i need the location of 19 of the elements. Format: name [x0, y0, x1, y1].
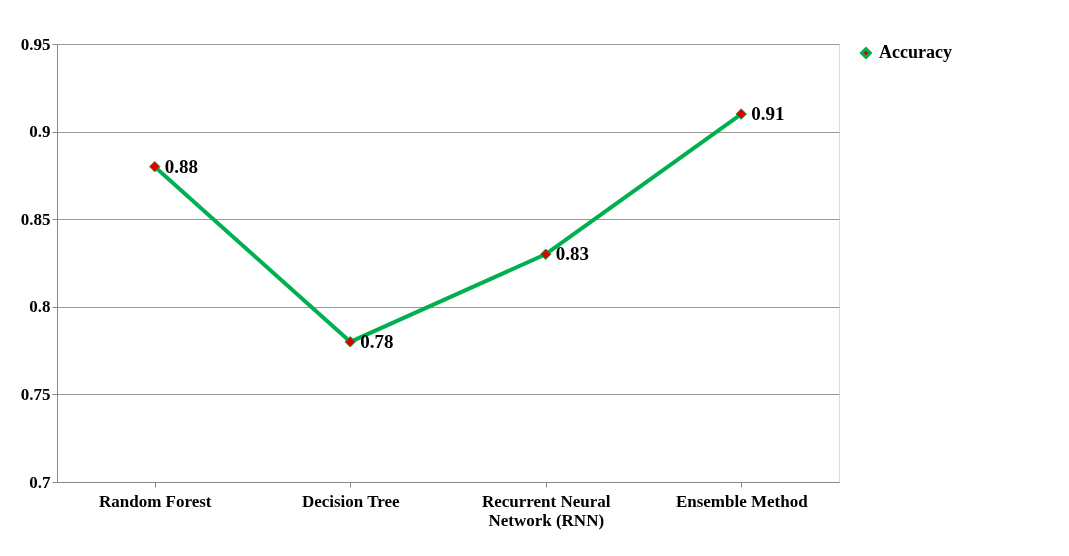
y-tick-label: 0.85	[20, 209, 51, 229]
data-label: 0.83	[555, 243, 589, 265]
point	[344, 336, 356, 348]
data-label: 0.88	[164, 155, 198, 177]
point	[149, 160, 161, 173]
y-tick-label: 0.75	[20, 384, 51, 404]
x-tick-label: Ensemble Method	[675, 491, 809, 511]
y-tick-label: 0.95	[20, 34, 51, 54]
x-tick-label: Recurrent Neural Network (RNN)	[481, 491, 611, 530]
data-label: 0.91	[751, 103, 785, 125]
data-label: 0.78	[360, 330, 394, 352]
point	[540, 248, 552, 260]
point	[735, 108, 747, 120]
legend-label: Accuracy	[879, 42, 952, 62]
y-tick-label: 0.9	[29, 122, 51, 142]
y-tick-label: 0.7	[29, 472, 51, 492]
x-tick-label: Random Forest	[98, 491, 212, 511]
y-tick-label: 0.8	[29, 297, 51, 317]
x-tick-label: Decision Tree	[301, 491, 401, 511]
